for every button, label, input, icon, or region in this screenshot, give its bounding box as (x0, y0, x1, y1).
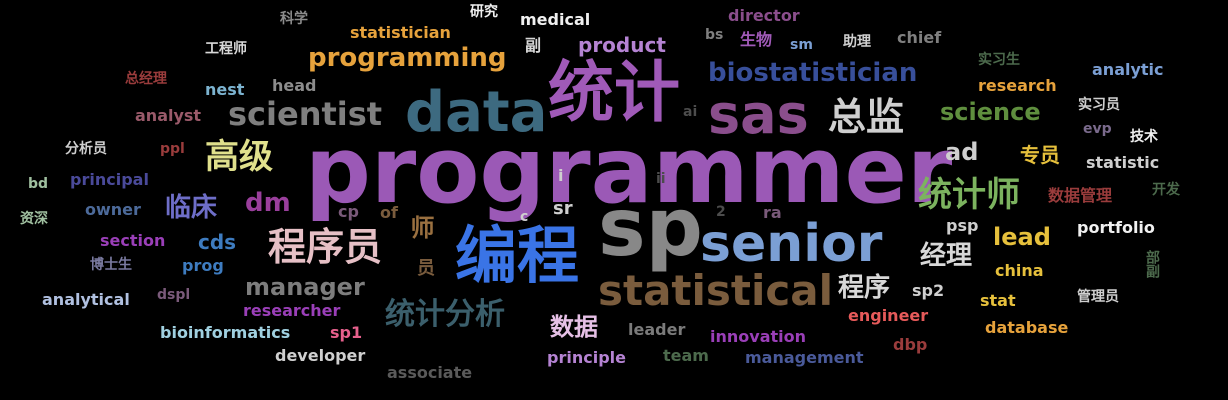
word-team: team (663, 346, 709, 365)
word-psp: psp (946, 216, 979, 235)
word-zh-35: 工程师 (205, 41, 247, 57)
word-innovation: innovation (710, 327, 806, 346)
word-2: 2 (716, 204, 726, 220)
word-dspl: dspl (157, 287, 191, 303)
word-principle: principle (547, 348, 626, 367)
word-zh-2: 统计 (548, 54, 680, 131)
word-zh-40: 助理 (843, 34, 871, 50)
word-management: management (745, 348, 864, 367)
word-evp: evp (1083, 121, 1112, 137)
word-ad: ad (945, 138, 979, 166)
word-statistical: statistical (598, 266, 833, 315)
word-zh-62: 资深 (20, 211, 48, 227)
word-i: i (558, 166, 564, 185)
word-zh-32: 研究 (470, 4, 498, 20)
word-director: director (728, 6, 800, 25)
word-ai: ai (683, 104, 698, 120)
word-ppl: ppl (160, 141, 185, 157)
word-research: research (978, 76, 1057, 95)
word-statistic: statistic (1086, 153, 1160, 172)
word-dm: dm (245, 188, 291, 218)
word-zh-53: 分析员 (65, 141, 107, 157)
word-senior: senior (700, 214, 883, 274)
word-zh-38: 生物 (740, 30, 773, 49)
word-zh-11: 程序员 (268, 225, 383, 269)
word-section: section (100, 231, 166, 250)
word-programmer: programmer (305, 117, 953, 224)
word-statistician: statistician (350, 23, 451, 42)
word-science: science (940, 98, 1041, 126)
word-principal: principal (70, 170, 149, 189)
word-zh-75: 部副 (1144, 250, 1160, 278)
word-ra: ra (763, 203, 782, 222)
word-lead: lead (993, 223, 1051, 251)
word-data: data (405, 80, 548, 145)
word-zh-27: 员 (414, 258, 435, 276)
word-manager: manager (245, 273, 365, 301)
word-prog: prog (182, 256, 224, 275)
word-leader: leader (628, 320, 686, 339)
word-scientist: scientist (228, 95, 383, 133)
word-zh-61: 开发 (1152, 182, 1180, 198)
word-cp: cp (338, 202, 359, 221)
word-ii: ii (656, 171, 666, 187)
word-medical: medical (520, 10, 591, 29)
word-zh-13: 总监 (828, 95, 905, 139)
word-portfolio: portfolio (1077, 218, 1155, 237)
word-programming: programming (308, 43, 507, 73)
word-analytical: analytical (42, 290, 130, 309)
word-c: c (520, 209, 529, 225)
word-of: of (380, 203, 398, 222)
word-stat: stat (980, 291, 1016, 310)
word-zh-52: 技术 (1130, 129, 1158, 145)
word-zh-29: 专员 (1020, 143, 1060, 167)
word-zh-20: 临床 (165, 193, 218, 223)
word-sas: sas (708, 83, 809, 146)
word-cds: cds (198, 230, 237, 254)
word-engineer: engineer (848, 306, 929, 325)
word-product: product (578, 33, 666, 57)
word-database: database (985, 318, 1069, 337)
word-analytic: analytic (1092, 60, 1164, 79)
word-zh-50: 实习员 (1078, 97, 1120, 113)
word-dbp: dbp (893, 335, 928, 354)
word-zh-23: 程序 (838, 273, 891, 303)
word-zh-10: 统计师 (918, 175, 1020, 215)
word-chief: chief (897, 28, 942, 47)
word-zh-45: 总经理 (125, 71, 167, 87)
word-analyst: analyst (135, 106, 202, 125)
word-zh-26: 师 (406, 215, 434, 239)
word-china: china (995, 261, 1044, 280)
word-bioinformatics: bioinformatics (160, 323, 291, 342)
word-zh-73: 博士生 (90, 257, 132, 273)
word-head: head (272, 76, 317, 95)
word-zh-36: 副 (525, 36, 542, 55)
word-sp2: sp2 (912, 281, 945, 300)
word-zh-15: 统计分析 (385, 297, 505, 332)
word-developer: developer (275, 346, 366, 365)
word-owner: owner (85, 200, 141, 219)
word-zh-60: 数据管理 (1048, 186, 1113, 205)
word-zh-25: 数据 (550, 313, 598, 341)
word-sp: sp (598, 181, 703, 274)
word-zh-42: 实习生 (978, 52, 1020, 68)
word-zh-14: 高级 (205, 137, 273, 177)
word-researcher: researcher (243, 301, 341, 320)
word-zh-24: 经理 (920, 241, 973, 271)
word-bd: bd (28, 176, 49, 192)
word-biostatistician: biostatistician (708, 58, 918, 88)
word-zh-3: 编程 (455, 219, 580, 292)
word-sr: sr (553, 198, 573, 219)
word-associate: associate (387, 363, 473, 382)
word-zh-81: 管理员 (1077, 289, 1119, 305)
word-sm: sm (790, 37, 813, 53)
word-sp1: sp1 (330, 323, 363, 342)
word-zh-34: 科学 (280, 11, 308, 27)
word-nest: nest (205, 80, 245, 99)
word-bs: bs (705, 27, 724, 43)
